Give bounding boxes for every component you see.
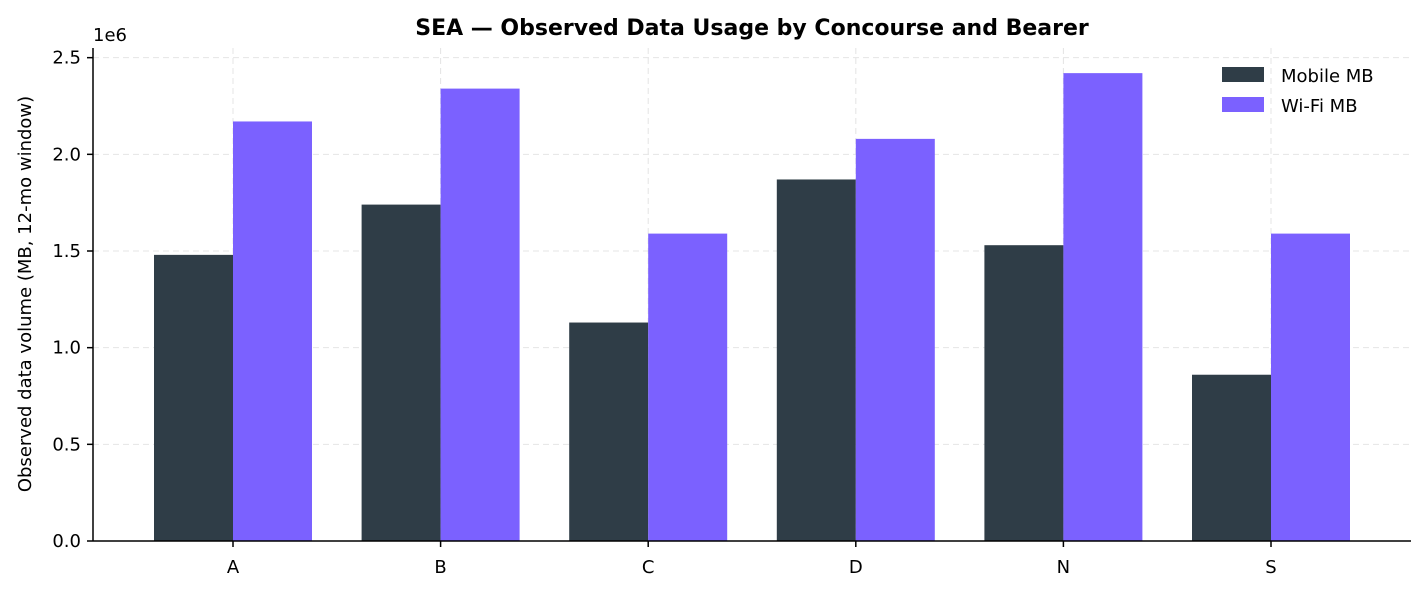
y-scale-label: 1e6 [93, 25, 127, 46]
bars [154, 73, 1350, 541]
bar-mobile-b [361, 204, 441, 541]
legend: Mobile MB Wi-Fi MB [1222, 66, 1374, 117]
bar-mobile-s [1192, 374, 1271, 541]
y-axis-ticks: 0.0 0.5 1.0 1.5 2.0 2.5 [52, 48, 93, 552]
y-tick-label: 1.0 [52, 338, 81, 359]
x-tick-label: N [1057, 557, 1070, 578]
x-tick-label: C [642, 557, 655, 578]
bar-mobile-a [154, 254, 233, 541]
bar-mobile-n [984, 245, 1064, 541]
bar-wifi-c [648, 233, 728, 541]
bar-wifi-a [233, 121, 312, 541]
bar-wifi-d [855, 138, 935, 541]
y-tick-label: 2.0 [52, 144, 81, 165]
x-tick-label: S [1265, 557, 1276, 578]
x-tick-label: D [849, 557, 863, 578]
bar-wifi-b [440, 88, 520, 541]
y-tick-label: 0.0 [52, 531, 81, 552]
legend-swatch-mobile [1222, 67, 1264, 82]
bar-wifi-n [1063, 73, 1143, 541]
legend-swatch-wifi [1222, 97, 1264, 112]
legend-label-mobile: Mobile MB [1281, 66, 1374, 87]
y-tick-label: 2.5 [52, 48, 81, 69]
x-tick-label: B [434, 557, 446, 578]
bar-mobile-d [776, 179, 856, 541]
chart-title: SEA — Observed Data Usage by Concourse a… [415, 16, 1089, 41]
bar-mobile-c [569, 322, 649, 541]
y-tick-label: 1.5 [52, 241, 81, 262]
y-axis-label: Observed data volume (MB, 12-mo window) [15, 96, 36, 492]
x-tick-label: A [227, 557, 240, 578]
bar-wifi-s [1271, 233, 1350, 541]
legend-label-wifi: Wi-Fi MB [1281, 96, 1358, 117]
y-tick-label: 0.5 [52, 434, 81, 455]
